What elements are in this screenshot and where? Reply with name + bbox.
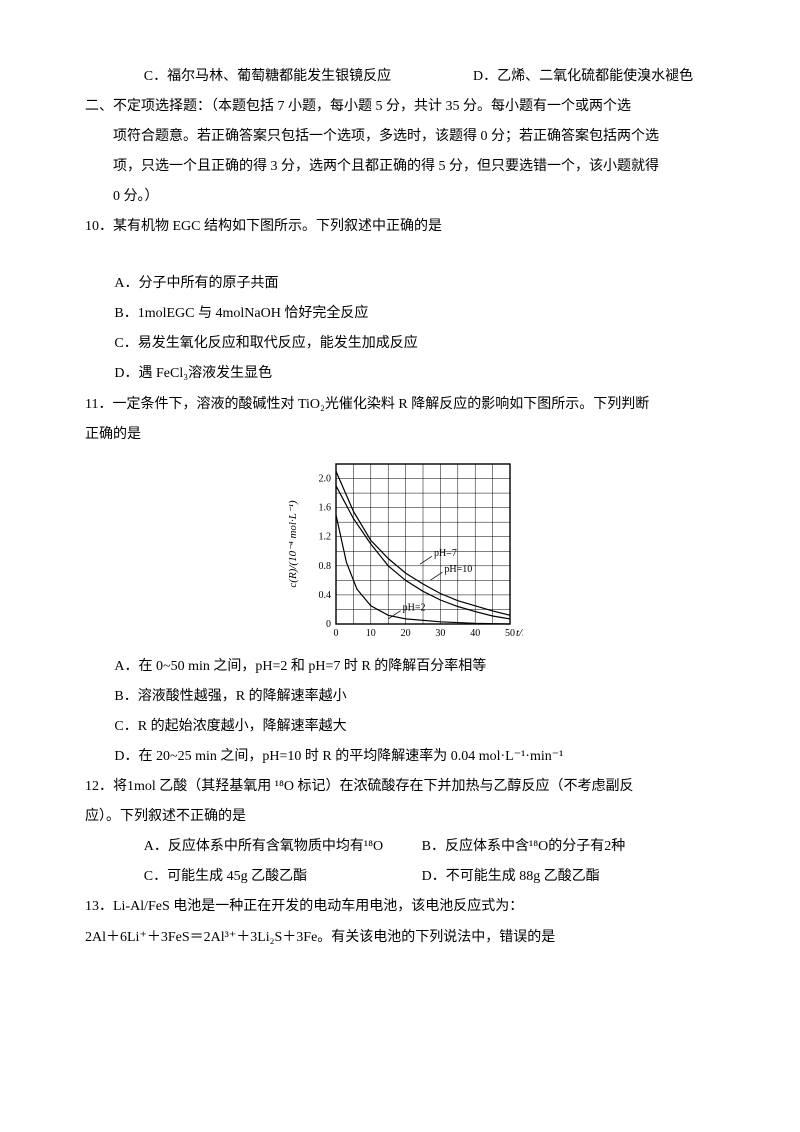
svg-text:0.8: 0.8 [318, 561, 331, 572]
q11-chart: 0 10 20 30 40 50 0 0.4 0.8 1.2 1.6 2.0 t/min c(R)/(10… [85, 456, 715, 650]
q13-eqn: 2Al＋6Li⁺＋3FeS＝2Al³⁺＋3Li₂S＋3Fe。有关该电池的下列说法… [85, 923, 715, 953]
svg-text:50: 50 [505, 628, 515, 639]
svg-text:10: 10 [365, 628, 375, 639]
q10-stem: 10．某有机物 EGC 结构如下图所示。下列叙述中正确的是 [85, 212, 715, 242]
q11-stem2: 正确的是 [85, 420, 715, 450]
q10-option-b: B．1molEGC 与 4molNaOH 恰好完全反应 [85, 299, 715, 329]
svg-text:30: 30 [435, 628, 445, 639]
q11-option-c: C．R 的起始浓度越小，降解速率越大 [85, 712, 715, 742]
q10-option-a: A．分子中所有的原子共面 [85, 269, 715, 299]
svg-text:0.4: 0.4 [318, 590, 331, 601]
svg-text:20: 20 [400, 628, 410, 639]
svg-text:c(R)/(10⁻⁴ mol·L⁻¹): c(R)/(10⁻⁴ mol·L⁻¹) [287, 500, 299, 587]
q11-option-d: D．在 20~25 min 之间，pH=10 时 R 的平均降解速率为 0.04… [85, 742, 715, 772]
svg-text:pH=2: pH=2 [402, 602, 425, 613]
q12-option-b: B．反应体系中含¹⁸O的分子有2种 [392, 832, 625, 862]
svg-text:40: 40 [470, 628, 480, 639]
section2-body1: 项符合题意。若正确答案只包括一个选项，多选时，该题得 0 分；若正确答案包括两个… [85, 122, 715, 152]
q11-stem1: 11．一定条件下，溶液的酸碱性对 TiO₂光催化染料 R 降解反应的影响如下图所… [85, 390, 715, 420]
q10-option-c: C．易发生氧化反应和取代反应，能发生加成反应 [85, 329, 715, 359]
section2-head: 二、不定项选择题：（本题包括 7 小题，每小题 5 分，共计 35 分。每小题有… [85, 92, 715, 122]
q12-option-a: A．反应体系中所有含氧物质中均有¹⁸O [114, 832, 388, 862]
q13-stem: 13．Li-Al/FeS 电池是一种正在开发的电动车用电池，该电池反应式为： [85, 892, 715, 922]
q11-option-a: A．在 0~50 min 之间，pH=2 和 pH=7 时 R 的降解百分率相等 [85, 652, 715, 682]
q12-option-d: D．不可能生成 88g 乙酸乙酯 [392, 862, 600, 892]
section2-body3: 0 分。） [85, 182, 715, 212]
svg-text:1.6: 1.6 [318, 502, 331, 513]
q10-option-d: D．遇 FeCl₃溶液发生显色 [85, 359, 715, 389]
svg-text:pH=10: pH=10 [444, 564, 472, 575]
svg-text:0: 0 [326, 619, 331, 630]
q12-option-c: C．可能生成 45g 乙酸乙酯 [114, 862, 388, 892]
svg-text:2.0: 2.0 [318, 473, 331, 484]
q9-option-c: C．福尔马林、葡萄糖都能发生银镜反应 [114, 62, 391, 92]
svg-text:t/min: t/min [516, 627, 523, 639]
q12-stem1: 12．将1mol 乙酸（其羟基氧用 ¹⁸O 标记）在浓硫酸存在下并加热与乙醇反应… [85, 772, 715, 802]
section2-body2: 项，只选一个且正确的得 3 分，选两个且都正确的得 5 分，但只要选错一个，该小… [85, 152, 715, 182]
svg-text:0: 0 [333, 628, 338, 639]
q9-option-d: D．乙烯、二氧化硫都能使溴水褪色 [444, 62, 694, 92]
q12-stem2: 应）。下列叙述不正确的是 [85, 802, 715, 832]
svg-text:1.2: 1.2 [318, 531, 331, 542]
svg-text:pH=7: pH=7 [433, 548, 456, 559]
q11-option-b: B．溶液酸性越强，R 的降解速率越小 [85, 682, 715, 712]
q9-options: C．福尔马林、葡萄糖都能发生银镜反应 D．乙烯、二氧化硫都能使溴水褪色 [85, 62, 715, 92]
